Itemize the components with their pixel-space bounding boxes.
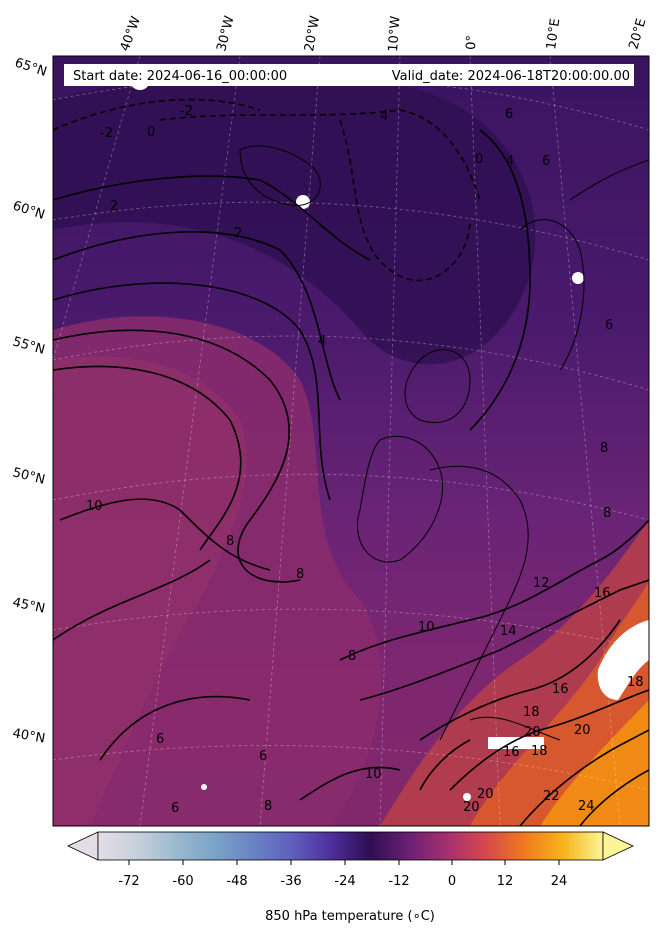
longitude-label: 10°E: [544, 18, 563, 51]
contour-label: 0: [147, 125, 155, 140]
latitude-label-group: 65°N 60°N 55°N 50°N 45°N 40°N: [11, 56, 49, 747]
colorbar-tick-label: 0: [448, 874, 456, 889]
colorbar-tick-label: -24: [334, 874, 355, 889]
contour-label: 0: [475, 152, 483, 167]
contour-label: 4: [380, 109, 388, 124]
colorbar-tick-label: -12: [388, 874, 409, 889]
contour-label: 24: [578, 799, 595, 814]
contour-label: 8: [600, 441, 608, 456]
contour-label: 6: [605, 318, 613, 333]
contour-label-group: -2 -2 0 0 4 4 2 2 6 6 6 8 4 10 8 8 8 8 1…: [86, 104, 644, 816]
start-date-label: Start date: 2024-06-16_00:00:00: [73, 69, 287, 84]
longitude-label: 30°W: [214, 14, 237, 53]
longitude-label: 40°W: [118, 14, 144, 53]
contour-label: 4: [318, 334, 326, 349]
contour-label: 18: [531, 744, 548, 759]
graticule: [53, 56, 649, 826]
contour-label: 6: [171, 801, 179, 816]
contour-label: 8: [348, 649, 356, 664]
contour-label: 8: [264, 799, 272, 814]
contour-label: 16: [594, 586, 611, 601]
contour-label: 8: [603, 506, 611, 521]
temperature-field: [53, 56, 649, 826]
colorbar-label: 850 hPa temperature (∘C): [265, 909, 435, 924]
colorbar-tick-label: -48: [226, 874, 247, 889]
contour-label: 2: [110, 199, 118, 214]
contour-label: 20: [463, 800, 480, 815]
valid-date-label: Valid_date: 2024-06-18T20:00:00.00: [392, 69, 630, 84]
latitude-label: 45°N: [11, 595, 46, 616]
colorbar-tick-label: -36: [280, 874, 301, 889]
contour-label: -2: [100, 126, 113, 141]
contour-label: 16: [503, 745, 520, 760]
longitude-label: 0°: [464, 35, 480, 50]
contour-label: 2: [234, 226, 242, 241]
longitude-label-group: 40°W 30°W 20°W 10°W 0° 10°E 20°E: [118, 14, 650, 53]
contour-label: 4: [506, 154, 514, 169]
contour-label: 10: [365, 767, 382, 782]
latitude-label: 40°N: [11, 726, 46, 746]
colorbar-left-extension: [67, 831, 99, 861]
colorbar-tick-label: -72: [118, 874, 139, 889]
contour-label: 22: [543, 789, 560, 804]
longitude-label: 10°W: [386, 15, 403, 52]
longitude-label: 20°E: [626, 17, 649, 51]
contour-label: 18: [523, 705, 540, 720]
colorbar-tick-label: -60: [172, 874, 193, 889]
contour-label: 10: [418, 620, 435, 635]
contour-label: 6: [542, 154, 550, 169]
contour-label: 8: [296, 567, 304, 582]
latitude-label: 65°N: [13, 56, 49, 80]
contour-label: 6: [156, 732, 164, 747]
coastlines: [239, 145, 649, 741]
contour-label: 10: [86, 499, 103, 514]
colorbar: -72 -60 -48 -36 -24 -12 0 12 24 850 hPa …: [67, 831, 634, 924]
colorbar-ticks: -72 -60 -48 -36 -24 -12 0 12 24: [118, 860, 567, 889]
map-frame: [52, 55, 650, 827]
colorbar-right-extension: [602, 831, 634, 861]
colorbar-tick-label: 24: [551, 874, 568, 889]
contour-label: 20: [477, 787, 494, 802]
colorbar-tick-label: 12: [497, 874, 514, 889]
contour-label: 18: [627, 675, 644, 690]
contour-lines: [53, 98, 649, 826]
latitude-label: 60°N: [11, 199, 47, 223]
contour-label: 20: [574, 723, 591, 738]
colorbar-bar: [97, 831, 604, 861]
contour-label: 8: [226, 534, 234, 549]
header-strip: [64, 64, 634, 86]
contour-label: 12: [533, 576, 550, 591]
contour-label: 16: [552, 682, 569, 697]
contour-label: 6: [505, 107, 513, 122]
contour-label: -2: [180, 104, 193, 119]
latitude-label: 55°N: [11, 334, 47, 357]
contour-label: 6: [259, 749, 267, 764]
latitude-label: 50°N: [11, 465, 46, 487]
contour-label: 14: [500, 624, 517, 639]
longitude-label: 20°W: [302, 15, 323, 53]
contour-label: 20: [524, 725, 541, 740]
